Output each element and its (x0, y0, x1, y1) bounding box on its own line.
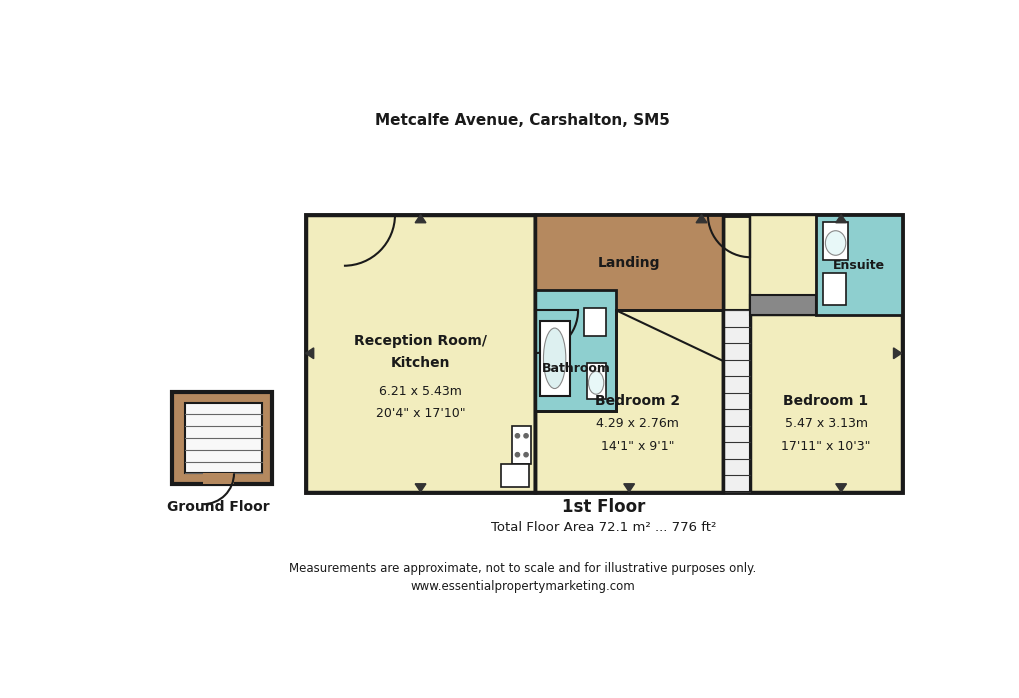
Text: 6.21 x 5.43m: 6.21 x 5.43m (379, 385, 462, 398)
Polygon shape (835, 484, 846, 492)
Bar (203, 473, 233, 484)
Text: 5.47 x 3.13m: 5.47 x 3.13m (784, 417, 867, 431)
Text: 20'4" x 17'10": 20'4" x 17'10" (375, 407, 465, 420)
Bar (535, 215, 722, 311)
Text: Measurements are approximate, not to scale and for illustrative purposes only.: Measurements are approximate, not to sca… (288, 563, 756, 575)
Bar (750, 215, 815, 315)
Bar (501, 464, 529, 487)
Ellipse shape (588, 371, 603, 394)
Bar (584, 308, 605, 336)
Bar (815, 215, 901, 315)
Bar (750, 215, 901, 492)
Bar (512, 426, 531, 464)
Bar (184, 403, 262, 473)
Circle shape (515, 433, 519, 438)
Bar (822, 222, 848, 260)
Text: 4.29 x 2.76m: 4.29 x 2.76m (596, 417, 679, 431)
Text: 1st Floor: 1st Floor (561, 498, 645, 517)
Bar (306, 215, 901, 492)
Polygon shape (415, 215, 426, 223)
Text: Metcalfe Avenue, Carshalton, SM5: Metcalfe Avenue, Carshalton, SM5 (375, 113, 669, 128)
Bar (750, 295, 815, 315)
Circle shape (524, 433, 528, 438)
Text: 17'11" x 10'3": 17'11" x 10'3" (781, 440, 870, 453)
Bar (535, 290, 615, 411)
Polygon shape (695, 215, 706, 223)
Bar (586, 364, 605, 399)
Text: Landing: Landing (597, 255, 659, 269)
Polygon shape (415, 484, 426, 492)
Ellipse shape (824, 231, 845, 255)
Bar (539, 320, 569, 396)
Circle shape (524, 452, 528, 456)
Bar (306, 215, 535, 492)
Text: Bedroom 1: Bedroom 1 (783, 394, 868, 408)
Text: Bedroom 2: Bedroom 2 (594, 394, 680, 408)
Text: Kitchen: Kitchen (390, 357, 449, 371)
Text: 14'1" x 9'1": 14'1" x 9'1" (600, 440, 674, 453)
Text: www.essentialpropertymarketing.com: www.essentialpropertymarketing.com (410, 580, 635, 593)
Polygon shape (835, 215, 846, 223)
Text: Total Floor Area 72.1 m² ... 776 ft²: Total Floor Area 72.1 m² ... 776 ft² (490, 521, 715, 534)
Polygon shape (893, 348, 901, 359)
Polygon shape (306, 348, 314, 359)
Text: Ensuite: Ensuite (833, 258, 884, 272)
Text: Reception Room/: Reception Room/ (354, 334, 486, 348)
Polygon shape (624, 484, 634, 492)
Bar (722, 311, 750, 492)
Text: Bathroom: Bathroom (541, 362, 609, 375)
Bar (172, 392, 272, 484)
Bar (822, 273, 846, 306)
Ellipse shape (543, 328, 566, 389)
Bar (535, 215, 722, 492)
Text: Ground Floor: Ground Floor (166, 500, 269, 514)
Circle shape (515, 452, 519, 456)
